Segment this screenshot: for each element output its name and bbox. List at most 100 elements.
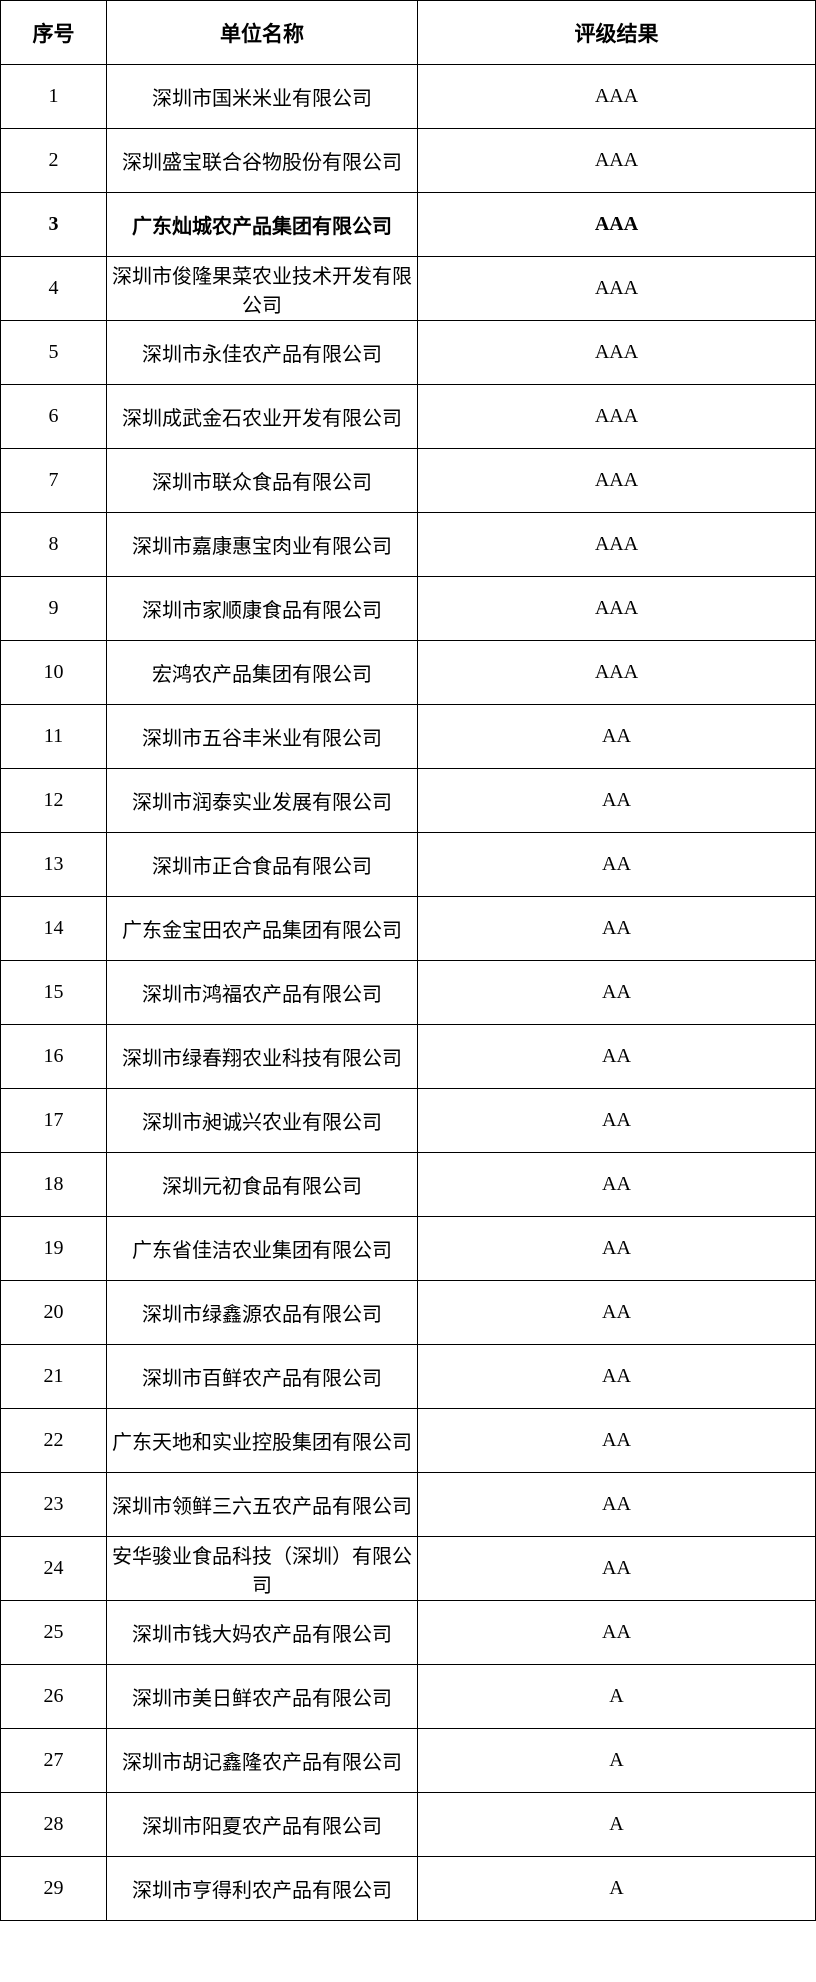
cell-rating: AA: [417, 1152, 816, 1217]
cell-no: 8: [0, 512, 107, 577]
cell-no: 17: [0, 1088, 107, 1153]
cell-name: 安华骏业食品科技（深圳）有限公司: [106, 1536, 418, 1601]
cell-rating: AA: [417, 1344, 816, 1409]
table-row: 5 深圳市永佳农产品有限公司 AAA: [0, 320, 816, 385]
cell-name: 深圳市家顺康食品有限公司: [106, 576, 418, 641]
cell-name: 深圳市绿鑫源农品有限公司: [106, 1280, 418, 1345]
table-row: 26 深圳市美日鲜农产品有限公司 A: [0, 1664, 816, 1729]
cell-name: 深圳市美日鲜农产品有限公司: [106, 1664, 418, 1729]
cell-no: 5: [0, 320, 107, 385]
cell-rating: AA: [417, 1280, 816, 1345]
header-name: 单位名称: [106, 0, 418, 65]
cell-name: 深圳市俊隆果菜农业技术开发有限公司: [106, 256, 418, 321]
cell-rating: AA: [417, 1536, 816, 1601]
table-row: 24 安华骏业食品科技（深圳）有限公司 AA: [0, 1536, 816, 1601]
table-row: 12 深圳市润泰实业发展有限公司 AA: [0, 768, 816, 833]
cell-name: 广东灿城农产品集团有限公司: [106, 192, 418, 257]
table-row: 16 深圳市绿春翔农业科技有限公司 AA: [0, 1024, 816, 1089]
table-row: 22 广东天地和实业控股集团有限公司 AA: [0, 1408, 816, 1473]
cell-rating: AAA: [417, 320, 816, 385]
table-row: 6 深圳成武金石农业开发有限公司 AAA: [0, 384, 816, 449]
cell-rating: AA: [417, 896, 816, 961]
table-row: 1 深圳市国米米业有限公司 AAA: [0, 64, 816, 129]
rating-table: 序号 单位名称 评级结果 1 深圳市国米米业有限公司 AAA 2 深圳盛宝联合谷物股份有…: [0, 0, 816, 1921]
cell-name: 深圳元初食品有限公司: [106, 1152, 418, 1217]
cell-no: 25: [0, 1600, 107, 1665]
cell-no: 28: [0, 1792, 107, 1857]
cell-name: 广东天地和实业控股集团有限公司: [106, 1408, 418, 1473]
cell-rating: AA: [417, 1024, 816, 1089]
cell-rating: AAA: [417, 192, 816, 257]
cell-name: 深圳成武金石农业开发有限公司: [106, 384, 418, 449]
header-rating: 评级结果: [417, 0, 816, 65]
cell-rating: AAA: [417, 64, 816, 129]
cell-name: 深圳市鸿福农产品有限公司: [106, 960, 418, 1025]
cell-rating: AA: [417, 1088, 816, 1153]
cell-no: 15: [0, 960, 107, 1025]
table-row: 27 深圳市胡记鑫隆农产品有限公司 A: [0, 1728, 816, 1793]
cell-rating: AAA: [417, 448, 816, 513]
cell-rating: A: [417, 1792, 816, 1857]
cell-rating: AA: [417, 704, 816, 769]
cell-name: 宏鸿农产品集团有限公司: [106, 640, 418, 705]
header-row: 序号 单位名称 评级结果: [0, 0, 816, 65]
table-row: 18 深圳元初食品有限公司 AA: [0, 1152, 816, 1217]
table-row: 28 深圳市阳夏农产品有限公司 A: [0, 1792, 816, 1857]
table-row: 13 深圳市正合食品有限公司 AA: [0, 832, 816, 897]
cell-no: 26: [0, 1664, 107, 1729]
cell-no: 1: [0, 64, 107, 129]
table-row: 25 深圳市钱大妈农产品有限公司 AA: [0, 1600, 816, 1665]
table-row: 19 广东省佳洁农业集团有限公司 AA: [0, 1216, 816, 1281]
table-row: 11 深圳市五谷丰米业有限公司 AA: [0, 704, 816, 769]
cell-no: 13: [0, 832, 107, 897]
cell-no: 23: [0, 1472, 107, 1537]
cell-name: 深圳市嘉康惠宝肉业有限公司: [106, 512, 418, 577]
cell-name: 深圳市钱大妈农产品有限公司: [106, 1600, 418, 1665]
cell-no: 7: [0, 448, 107, 513]
table-row: 20 深圳市绿鑫源农品有限公司 AA: [0, 1280, 816, 1345]
cell-no: 24: [0, 1536, 107, 1601]
cell-rating: AAA: [417, 512, 816, 577]
table-row: 17 深圳市昶诚兴农业有限公司 AA: [0, 1088, 816, 1153]
table-row: 23 深圳市领鲜三六五农产品有限公司 AA: [0, 1472, 816, 1537]
cell-rating: AAA: [417, 640, 816, 705]
cell-name: 深圳市永佳农产品有限公司: [106, 320, 418, 385]
cell-name: 深圳市阳夏农产品有限公司: [106, 1792, 418, 1857]
cell-no: 21: [0, 1344, 107, 1409]
table-row: 2 深圳盛宝联合谷物股份有限公司 AAA: [0, 128, 816, 193]
cell-no: 14: [0, 896, 107, 961]
cell-no: 10: [0, 640, 107, 705]
cell-rating: AA: [417, 1408, 816, 1473]
cell-no: 20: [0, 1280, 107, 1345]
cell-name: 广东省佳洁农业集团有限公司: [106, 1216, 418, 1281]
cell-no: 22: [0, 1408, 107, 1473]
cell-no: 18: [0, 1152, 107, 1217]
table-row: 10 宏鸿农产品集团有限公司 AAA: [0, 640, 816, 705]
cell-no: 16: [0, 1024, 107, 1089]
cell-name: 深圳市五谷丰米业有限公司: [106, 704, 418, 769]
cell-rating: AAA: [417, 576, 816, 641]
cell-name: 深圳市联众食品有限公司: [106, 448, 418, 513]
cell-name: 深圳市绿春翔农业科技有限公司: [106, 1024, 418, 1089]
table-row: 8 深圳市嘉康惠宝肉业有限公司 AAA: [0, 512, 816, 577]
cell-no: 29: [0, 1856, 107, 1921]
table-row: 14 广东金宝田农产品集团有限公司 AA: [0, 896, 816, 961]
cell-rating: AA: [417, 832, 816, 897]
cell-no: 12: [0, 768, 107, 833]
cell-no: 2: [0, 128, 107, 193]
cell-name: 深圳市正合食品有限公司: [106, 832, 418, 897]
cell-no: 3: [0, 192, 107, 257]
table-row: 21 深圳市百鲜农产品有限公司 AA: [0, 1344, 816, 1409]
table-row: 4 深圳市俊隆果菜农业技术开发有限公司 AAA: [0, 256, 816, 321]
cell-name: 深圳市国米米业有限公司: [106, 64, 418, 129]
cell-name: 深圳盛宝联合谷物股份有限公司: [106, 128, 418, 193]
table-row: 15 深圳市鸿福农产品有限公司 AA: [0, 960, 816, 1025]
cell-no: 27: [0, 1728, 107, 1793]
cell-no: 9: [0, 576, 107, 641]
table-row: 9 深圳市家顺康食品有限公司 AAA: [0, 576, 816, 641]
cell-rating: A: [417, 1856, 816, 1921]
cell-rating: AAA: [417, 384, 816, 449]
cell-rating: AA: [417, 1472, 816, 1537]
cell-rating: AA: [417, 768, 816, 833]
cell-no: 4: [0, 256, 107, 321]
